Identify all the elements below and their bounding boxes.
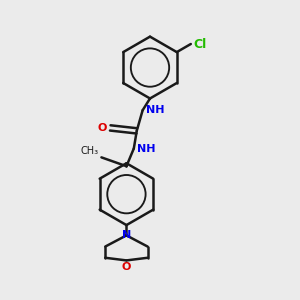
Text: NH: NH	[137, 143, 156, 154]
Text: NH: NH	[146, 105, 165, 115]
Text: CH₃: CH₃	[81, 146, 99, 156]
Text: Cl: Cl	[193, 38, 206, 50]
Text: O: O	[97, 123, 107, 133]
Text: N: N	[122, 230, 132, 240]
Text: O: O	[122, 262, 131, 272]
